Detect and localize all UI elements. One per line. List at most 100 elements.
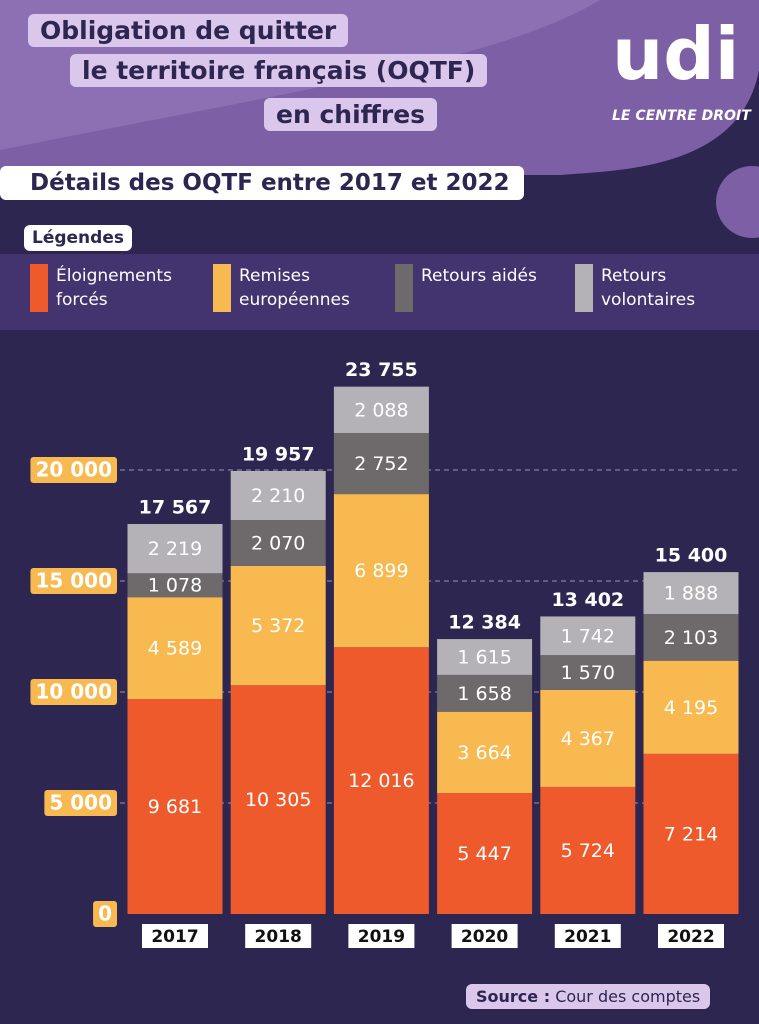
bar-segment (333, 432, 429, 495)
total-label: 15 400 (655, 545, 728, 567)
bar-segment (540, 616, 636, 656)
value-label: 2 070 (251, 532, 305, 554)
bar-segment (230, 685, 326, 914)
bar-segment (127, 524, 223, 574)
x-tick-box (658, 924, 724, 948)
logo: udi (612, 12, 740, 96)
value-label: 1 742 (561, 625, 615, 647)
legend-item: Remises européennes (213, 264, 379, 312)
legend-swatch (213, 264, 231, 312)
value-label: 2 752 (354, 453, 408, 475)
value-label: 9 681 (148, 796, 202, 818)
bar-segment (127, 699, 223, 914)
value-label: 5 447 (457, 843, 511, 865)
source: Source : Cour des comptes (466, 984, 711, 1009)
x-tick-label: 2021 (564, 927, 611, 947)
value-label: 2 103 (664, 627, 718, 649)
title-line: le territoire français (OQTF) (70, 54, 488, 87)
y-tick-box (93, 901, 117, 927)
bar-segment (437, 793, 533, 914)
x-tick-label: 2020 (461, 927, 508, 947)
y-tick-label: 10 000 (35, 680, 112, 704)
value-label: 1 078 (148, 575, 202, 597)
x-tick-box (554, 924, 621, 948)
bar-segment (333, 386, 429, 433)
title-line: Obligation de quitter (28, 14, 349, 47)
y-tick-box (44, 790, 117, 816)
value-label: 4 589 (148, 638, 202, 660)
bar-segment (643, 572, 739, 615)
value-label: 7 214 (664, 823, 718, 845)
value-label: 4 367 (561, 728, 615, 750)
legend-band (0, 254, 759, 330)
legend-item: Retours aidés (395, 264, 561, 312)
x-tick-label: 2018 (255, 927, 302, 947)
legend-label: Retours aidés (421, 266, 537, 286)
value-label: 2 219 (148, 538, 202, 560)
bar-segment (643, 660, 739, 754)
legend-swatch (30, 264, 48, 312)
bar-segment (127, 573, 223, 598)
total-label: 19 957 (242, 443, 315, 465)
y-tick-label: 20 000 (35, 458, 112, 482)
bar-segment (230, 520, 326, 566)
decor-circle (716, 166, 759, 238)
y-tick-label: 15 000 (35, 569, 112, 593)
y-tick-label: 5 000 (49, 791, 112, 815)
value-label: 12 016 (348, 770, 414, 792)
bar-segment (333, 647, 429, 914)
x-tick-label: 2017 (151, 927, 198, 947)
x-tick-box (142, 924, 208, 948)
logo-tagline: LE CENTRE DROIT (612, 108, 751, 124)
source-text: Cour des comptes (555, 987, 701, 1006)
total-label: 13 402 (551, 589, 624, 611)
y-tick-box (30, 568, 117, 594)
value-label: 1 658 (457, 683, 511, 705)
legend-label: Retours volontaires (601, 266, 696, 310)
x-tick-box (451, 924, 518, 948)
value-label: 4 195 (664, 697, 718, 719)
value-label: 5 724 (561, 840, 615, 862)
title-line: en chiffres (264, 98, 438, 131)
value-label: 6 899 (354, 560, 408, 582)
legend-title: Légendes (24, 225, 132, 251)
bar-segment (437, 711, 533, 794)
bar-segment (437, 674, 533, 712)
bar-segment (230, 565, 326, 686)
total-label: 23 755 (345, 359, 418, 381)
bar-segment (437, 639, 533, 675)
bar-segment (127, 597, 223, 700)
value-label: 3 664 (457, 742, 511, 764)
legend-item: Éloignements forcés (30, 264, 196, 312)
bar-segment (230, 470, 326, 521)
bar-segment (643, 614, 739, 661)
bar-segment (643, 753, 739, 914)
total-label: 12 384 (448, 612, 521, 634)
y-tick-box (30, 679, 117, 705)
value-label: 5 372 (251, 615, 305, 637)
value-label: 2 210 (251, 485, 305, 507)
legend-swatch (395, 264, 413, 312)
x-tick-box (348, 924, 415, 948)
value-label: 1 615 (457, 647, 511, 669)
legend-swatch (575, 264, 593, 312)
legend-item: Retours volontaires (575, 264, 741, 312)
value-label: 10 305 (245, 789, 311, 811)
total-label: 17 567 (139, 497, 212, 519)
x-tick-box (245, 924, 312, 948)
x-tick-label: 2022 (667, 927, 714, 947)
bar-segment (333, 494, 429, 648)
bar-segment (540, 689, 636, 787)
bar-segment (540, 786, 636, 914)
legend-label: Éloignements forcés (56, 266, 172, 310)
y-tick-label: 0 (98, 902, 112, 926)
legend-label: Remises européennes (239, 266, 350, 310)
value-label: 2 088 (354, 399, 408, 421)
bar-segment (540, 655, 636, 690)
y-tick-box (30, 457, 117, 483)
subtitle: Détails des OQTF entre 2017 et 2022 (0, 166, 524, 200)
source-label: Source : (476, 987, 551, 1006)
value-label: 1 888 (664, 583, 718, 605)
